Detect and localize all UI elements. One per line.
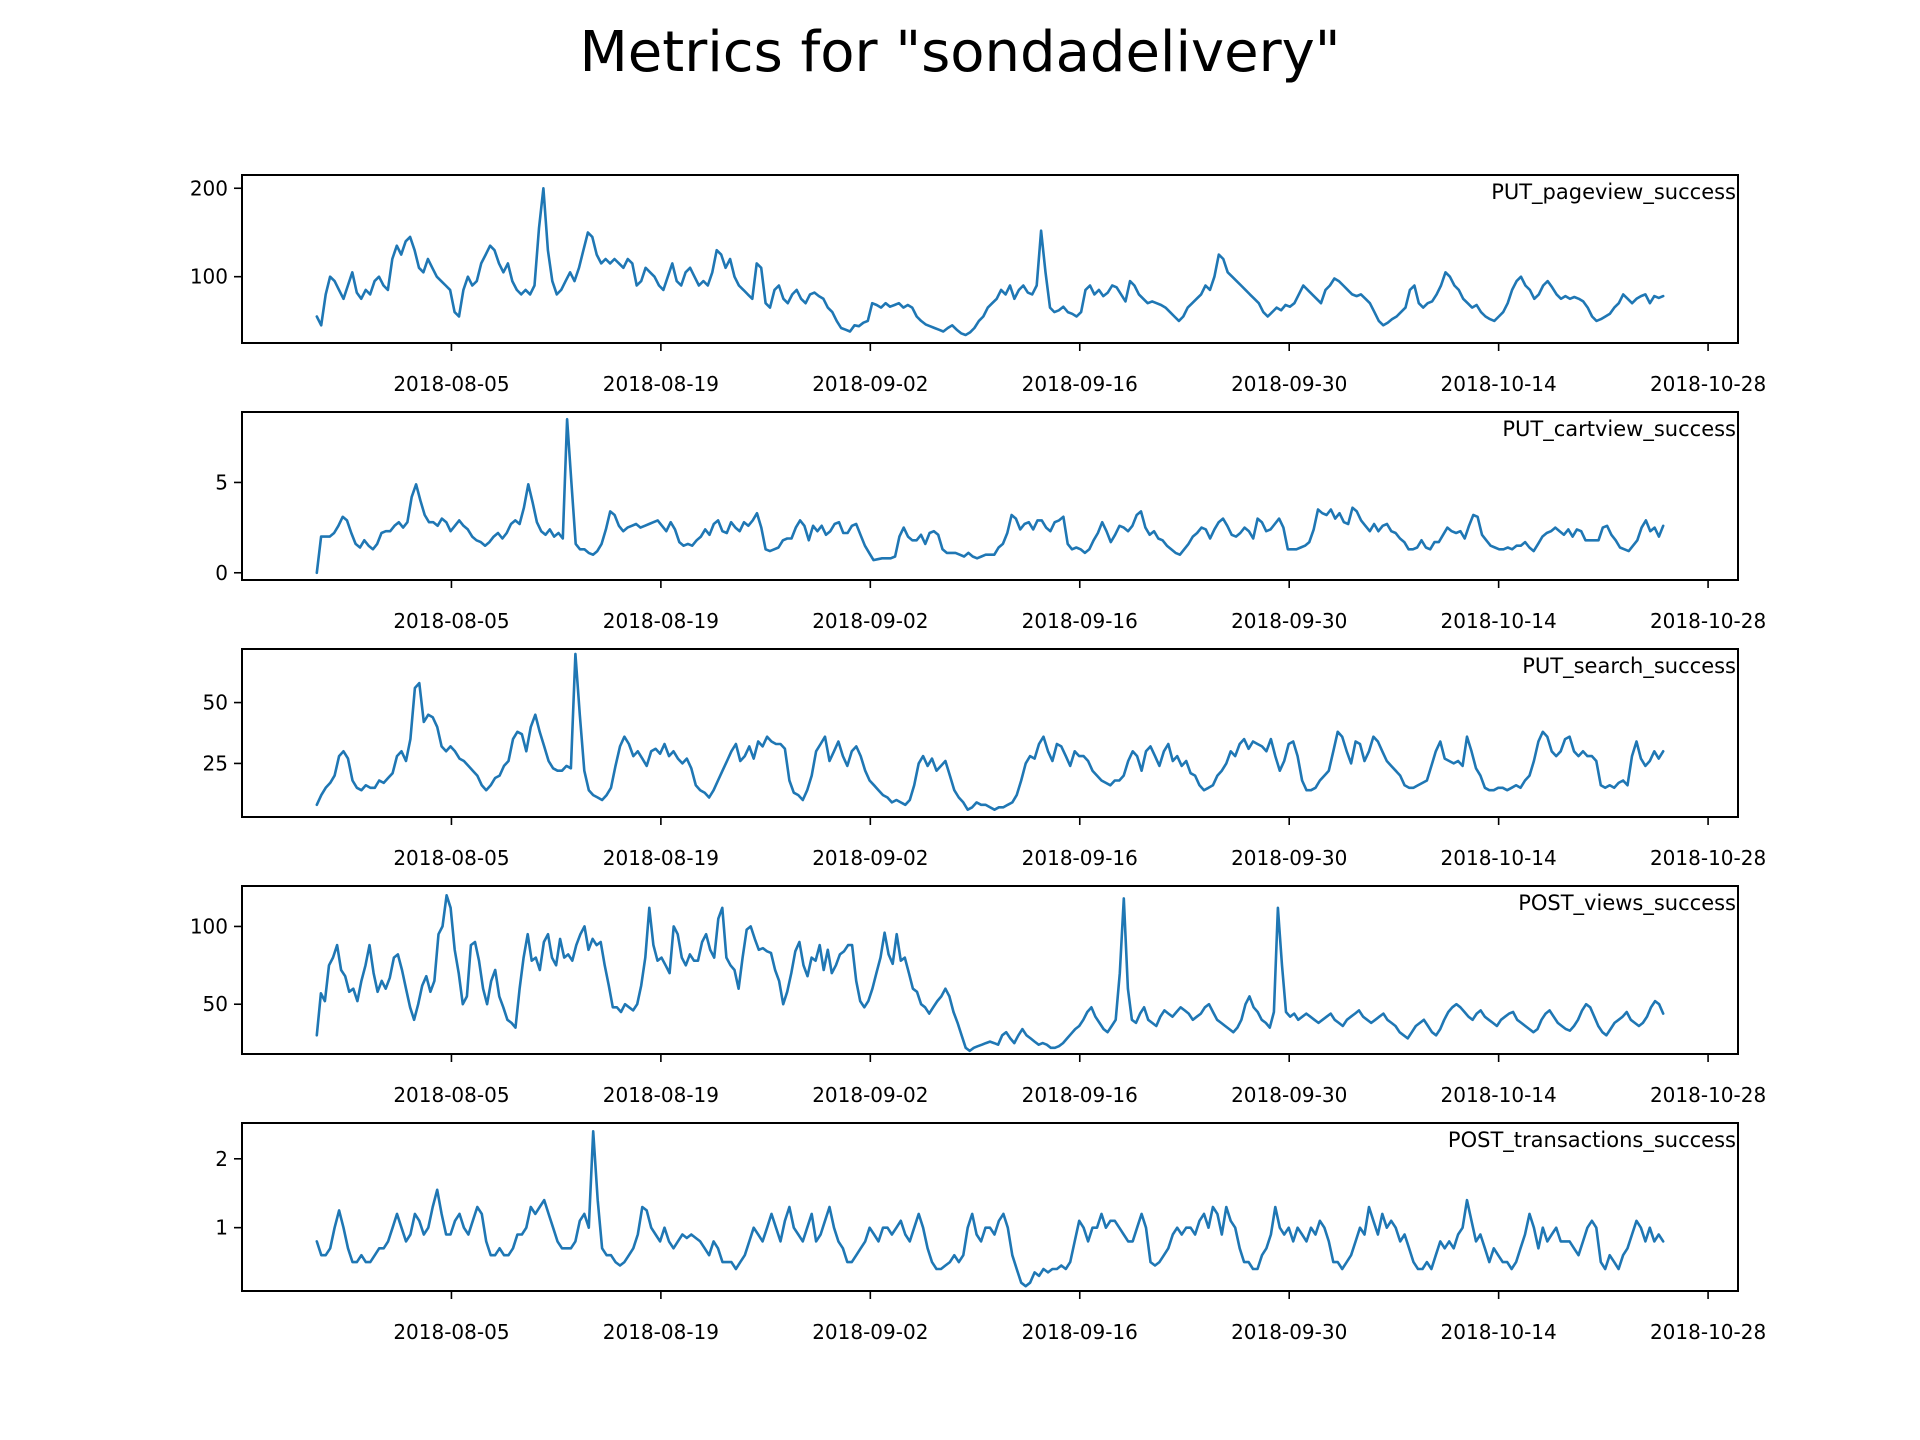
x-tick-label: 2018-08-19 [603, 609, 719, 633]
axes-frame-4 [241, 885, 1739, 1055]
y-tick-label: 50 [203, 992, 228, 1016]
series-label: PUT_search_success [1522, 654, 1736, 679]
x-tick-label: 2018-08-19 [603, 1320, 719, 1344]
y-tick-label: 5 [215, 470, 228, 494]
x-tick-label: 2018-10-28 [1650, 1320, 1766, 1344]
x-tick-label: 2018-09-16 [1022, 372, 1138, 396]
y-tick-label: 1 [215, 1216, 228, 1240]
x-tick-label: 2018-08-05 [393, 1083, 509, 1107]
x-tick-label: 2018-10-14 [1441, 846, 1557, 870]
y-tick-label: 200 [190, 176, 228, 200]
x-tick-label: 2018-09-30 [1231, 1083, 1347, 1107]
x-tick-label: 2018-09-02 [812, 846, 928, 870]
x-tick-label: 2018-10-28 [1650, 372, 1766, 396]
axes-frame-1 [241, 174, 1739, 344]
y-tick-label: 25 [203, 751, 228, 775]
y-tick-label: 100 [190, 914, 228, 938]
x-tick-label: 2018-10-14 [1441, 1083, 1557, 1107]
x-tick-label: 2018-09-16 [1022, 846, 1138, 870]
series-line-PUT_search_success [315, 652, 1665, 812]
axes-frame-5 [241, 1122, 1739, 1292]
x-tick-label: 2018-08-19 [603, 846, 719, 870]
x-tick-label: 2018-09-30 [1231, 609, 1347, 633]
x-tick-label: 2018-08-19 [603, 372, 719, 396]
x-tick-label: 2018-09-30 [1231, 846, 1347, 870]
x-tick-label: 2018-09-02 [812, 609, 928, 633]
axes-frame-3 [241, 648, 1739, 818]
y-tick-label: 0 [215, 561, 228, 585]
x-tick-label: 2018-10-14 [1441, 372, 1557, 396]
series-line-PUT_cartview_success [315, 417, 1665, 575]
x-tick-label: 2018-09-16 [1022, 1320, 1138, 1344]
series-line-POST_transactions_success [315, 1130, 1665, 1288]
series-label: PUT_pageview_success [1491, 180, 1736, 205]
x-tick-label: 2018-09-16 [1022, 1083, 1138, 1107]
series-label: PUT_cartview_success [1502, 417, 1736, 442]
series-line-POST_views_success [315, 893, 1665, 1053]
figure-title: Metrics for "sondadelivery" [579, 20, 1341, 85]
x-tick-label: 2018-08-05 [393, 372, 509, 396]
x-tick-label: 2018-09-02 [812, 1083, 928, 1107]
x-tick-label: 2018-09-30 [1231, 1320, 1347, 1344]
x-tick-label: 2018-10-14 [1441, 609, 1557, 633]
x-tick-label: 2018-08-05 [393, 1320, 509, 1344]
series-line-PUT_pageview_success [315, 187, 1665, 337]
y-tick-label: 50 [203, 691, 228, 715]
x-tick-label: 2018-10-28 [1650, 1083, 1766, 1107]
x-tick-label: 2018-09-02 [812, 372, 928, 396]
x-tick-label: 2018-10-28 [1650, 609, 1766, 633]
y-tick-label: 100 [190, 265, 228, 289]
x-tick-label: 2018-09-30 [1231, 372, 1347, 396]
x-tick-label: 2018-10-28 [1650, 846, 1766, 870]
axes-frame-2 [241, 411, 1739, 581]
y-tick-label: 2 [215, 1147, 228, 1171]
series-label: POST_transactions_success [1448, 1128, 1736, 1153]
x-tick-label: 2018-10-14 [1441, 1320, 1557, 1344]
x-tick-label: 2018-08-05 [393, 609, 509, 633]
x-tick-label: 2018-08-05 [393, 846, 509, 870]
x-tick-label: 2018-08-19 [603, 1083, 719, 1107]
x-tick-label: 2018-09-02 [812, 1320, 928, 1344]
x-tick-label: 2018-09-16 [1022, 609, 1138, 633]
series-label: POST_views_success [1518, 891, 1736, 916]
